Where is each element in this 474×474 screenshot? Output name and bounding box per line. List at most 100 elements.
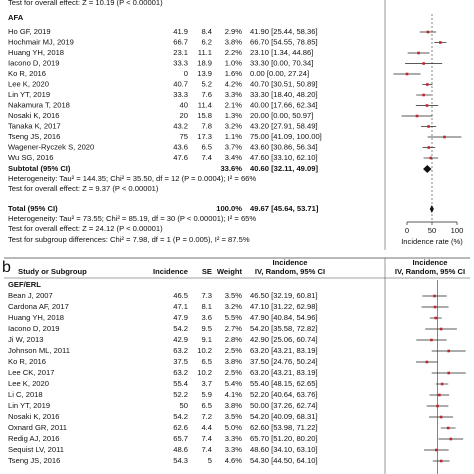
se: 9.1 xyxy=(201,335,212,344)
weight: 2.5% xyxy=(225,368,243,377)
study-name: Tseng JS, 2016 xyxy=(8,132,60,141)
study-name: Lee K, 2020 xyxy=(8,379,49,388)
point-estimate xyxy=(417,51,420,55)
weight: 2.8% xyxy=(225,335,243,344)
subgroup-differences: Test for subgroup differences: Chi² = 7.… xyxy=(8,235,250,244)
se: 17.3 xyxy=(197,132,212,141)
point-estimate xyxy=(425,104,429,107)
summary-diamond xyxy=(429,205,434,213)
point-estimate xyxy=(435,448,438,452)
weight: 2.1% xyxy=(225,101,243,110)
incidence: 63.2 xyxy=(173,368,188,377)
se: 5 xyxy=(208,456,212,465)
ci-text: 0.00 [0.00, 27.24] xyxy=(250,69,309,78)
point-estimate xyxy=(433,294,436,298)
point-estimate xyxy=(446,426,450,430)
se: 3.7 xyxy=(201,379,212,388)
study-name: Lin YT, 2019 xyxy=(8,401,50,410)
incidence: 20 xyxy=(180,111,188,120)
incidence: 46.5 xyxy=(173,291,188,300)
weight: 5.0% xyxy=(225,423,243,432)
ci-text: 40.00 [17.66, 62.34] xyxy=(250,101,318,110)
incidence: 23.1 xyxy=(173,48,188,57)
study-name: Huang YH, 2018 xyxy=(8,313,64,322)
total-weight: 100.0% xyxy=(216,204,242,213)
se: 3.6 xyxy=(201,313,212,322)
incidence: 54.2 xyxy=(173,324,188,333)
incidence: 43.2 xyxy=(173,122,188,131)
se: 6.5 xyxy=(201,143,212,152)
ci-text: 55.40 [48.15, 62.65] xyxy=(250,379,318,388)
incidence: 62.6 xyxy=(173,423,188,432)
group-label: AFA xyxy=(8,13,24,22)
study-name: Nosaki K, 2016 xyxy=(8,111,60,120)
weight: 1.3% xyxy=(225,111,243,120)
weight: 2.7% xyxy=(225,324,243,333)
ci-text: 54.20 [40.09, 68.31] xyxy=(250,412,318,421)
axis-label: Incidence rate (%) xyxy=(401,237,463,246)
study-name: Nosaki K, 2016 xyxy=(8,412,60,421)
point-estimate xyxy=(434,316,438,320)
study-name: Ji W, 2013 xyxy=(8,335,43,344)
se: 7.6 xyxy=(201,90,212,99)
weight: 1.1% xyxy=(225,132,243,141)
group-label: GEF/ERL xyxy=(8,280,41,289)
ci-text: 54.20 [35.58, 72.82] xyxy=(250,324,318,333)
weight: 3.2% xyxy=(225,302,243,311)
column-header: Incidence xyxy=(412,258,447,267)
x-tick-label: 0 xyxy=(405,226,409,235)
incidence: 47.6 xyxy=(173,153,188,162)
point-estimate xyxy=(449,437,453,441)
incidence: 75 xyxy=(180,132,188,141)
heterogeneity: Heterogeneity: Tau² = 144.35; Chi² = 35.… xyxy=(8,174,256,183)
study-name: Redig AJ, 2016 xyxy=(8,434,60,443)
se: 8.1 xyxy=(201,302,212,311)
ci-text: 50.00 [37.26, 62.74] xyxy=(250,401,318,410)
se: 10.2 xyxy=(197,368,212,377)
ci-text: 46.50 [32.19, 60.81] xyxy=(250,291,318,300)
total-ci: 49.67 [45.64, 53.71] xyxy=(250,204,319,213)
point-estimate xyxy=(429,156,433,160)
se: 7.8 xyxy=(201,122,212,131)
weight: 3.7% xyxy=(225,143,243,152)
study-name: Ho GF, 2019 xyxy=(8,27,51,36)
study-name: Wu SG, 2016 xyxy=(8,153,53,162)
se: 5.9 xyxy=(201,390,212,399)
ci-text: 62.60 [53.98, 71.22] xyxy=(250,423,318,432)
study-name: Tseng JS, 2016 xyxy=(8,456,60,465)
se: 13.9 xyxy=(197,69,212,78)
se: 6.2 xyxy=(201,38,212,47)
ci-text: 20.00 [0.00, 50.97] xyxy=(250,111,313,120)
point-estimate xyxy=(447,349,451,353)
overall-effect: Test for overall effect: Z = 9.37 (P < 0… xyxy=(8,184,159,193)
study-name: Iacono D, 2019 xyxy=(8,59,60,68)
incidence: 37.5 xyxy=(173,357,188,366)
se: 5.2 xyxy=(201,80,212,89)
point-estimate xyxy=(426,83,429,86)
incidence: 66.7 xyxy=(173,38,188,47)
incidence: 50 xyxy=(180,401,188,410)
point-estimate xyxy=(430,338,433,342)
point-estimate xyxy=(447,371,451,375)
ci-text: 41.90 [25.44, 58.36] xyxy=(250,27,318,36)
se: 18.9 xyxy=(197,59,212,68)
point-estimate xyxy=(427,125,430,128)
point-estimate xyxy=(436,404,439,408)
study-name: Iacono D, 2019 xyxy=(8,324,60,333)
study-name: Huang YH, 2018 xyxy=(8,48,64,57)
se: 7.3 xyxy=(201,291,212,300)
se: 9.5 xyxy=(201,324,212,333)
incidence: 40 xyxy=(180,101,188,110)
study-name: Oxnard GR, 2011 xyxy=(8,423,67,432)
ci-text: 40.70 [30.51, 50.89] xyxy=(250,80,318,89)
weight: 3.3% xyxy=(225,90,243,99)
column-header: IV, Random, 95% CI xyxy=(395,267,465,276)
point-estimate xyxy=(405,72,409,76)
ci-text: 54.30 [44.50, 64.10] xyxy=(250,456,318,465)
point-estimate xyxy=(433,305,437,309)
study-name: Tanaka K, 2017 xyxy=(8,122,61,131)
study-name: Cardona AF, 2017 xyxy=(8,302,69,311)
se: 7.4 xyxy=(201,445,212,454)
column-header: Incidence xyxy=(153,267,188,276)
heterogeneity: Heterogeneity: Tau² = 73.55; Chi² = 85.1… xyxy=(8,214,256,223)
